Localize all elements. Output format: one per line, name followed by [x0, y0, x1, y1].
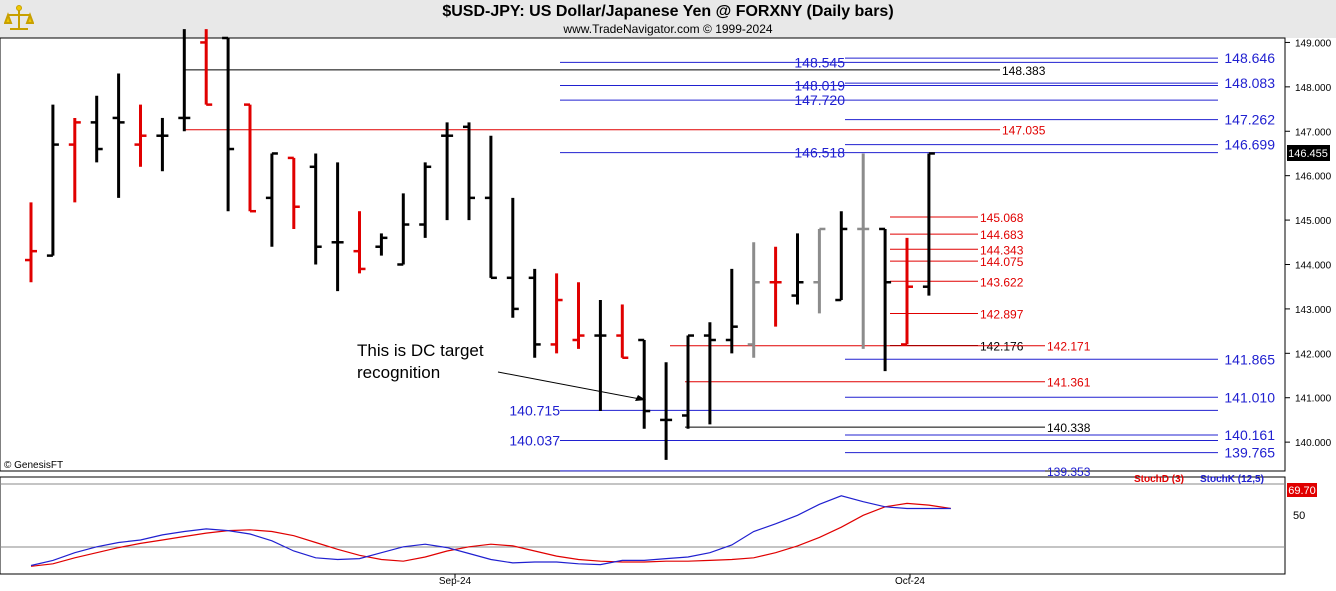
level-label: 141.361 — [1047, 376, 1091, 390]
stochastics-lines — [30, 495, 951, 567]
ohlc-bars — [25, 29, 935, 460]
level-label: 148.383 — [1002, 64, 1046, 78]
price-tick-label: 141.000 — [1295, 394, 1332, 405]
level-label: 139.765 — [1224, 445, 1275, 461]
price-tick-label: 145.000 — [1295, 216, 1332, 227]
level-label: 142.176 — [980, 339, 1024, 353]
x-label-oct: Oct-24 — [895, 576, 925, 587]
level-label: 142.897 — [980, 307, 1024, 321]
level-label: 144.075 — [980, 255, 1024, 269]
level-label: 143.622 — [980, 275, 1024, 289]
stochd-legend: StochD (3) — [1134, 474, 1184, 485]
price-tick-label: 146.000 — [1295, 172, 1332, 183]
annotation-arrow-line — [497, 371, 641, 400]
level-label: 148.545 — [794, 54, 845, 70]
level-label: 147.720 — [794, 92, 845, 108]
level-label: 139.353 — [1047, 465, 1091, 479]
level-label: 140.715 — [509, 402, 560, 418]
level-label: 147.262 — [1224, 112, 1275, 128]
price-tick-label: 147.000 — [1295, 127, 1332, 138]
x-label-sep: Sep-24 — [439, 576, 472, 587]
annotation-arrow-head-icon — [635, 395, 646, 401]
chart-subtitle: www.TradeNavigator.com © 1999-2024 — [563, 22, 773, 36]
price-tick-label: 148.000 — [1295, 83, 1332, 94]
level-label: 145.068 — [980, 211, 1024, 225]
level-label: 148.019 — [794, 78, 845, 94]
level-label: 140.037 — [509, 432, 560, 448]
level-label: 144.683 — [980, 228, 1024, 242]
price-tick-label: 140.000 — [1295, 438, 1332, 449]
level-label: 148.083 — [1224, 75, 1275, 91]
last-price-label: 146.455 — [1288, 148, 1328, 160]
price-tick-label: 143.000 — [1295, 305, 1332, 316]
price-tick-label: 144.000 — [1295, 260, 1332, 271]
level-lines: 148.545 148.646 148.383 148.019 148.083 147.7… — [185, 50, 1275, 479]
level-label: 146.699 — [1224, 137, 1275, 153]
level-label: 140.338 — [1047, 421, 1091, 435]
stoch-last-box — [1287, 483, 1317, 497]
stoch-tick-50: 50 — [1293, 510, 1305, 522]
level-label: 148.646 — [1224, 50, 1275, 66]
stoch-last-value: 69.70 — [1288, 485, 1316, 497]
level-label: 146.518 — [794, 145, 845, 161]
level-label: 142.171 — [1047, 340, 1091, 354]
stoch-panel-frame — [0, 476, 1286, 575]
chart-header — [0, 0, 1336, 38]
price-tick-label: 149.000 — [1295, 38, 1332, 49]
level-label: 144.343 — [980, 243, 1024, 257]
level-label: 141.010 — [1224, 389, 1275, 405]
annotation-line-2: recognition — [357, 363, 440, 382]
stoch-series-line — [30, 495, 951, 567]
price-panel-frame — [0, 37, 1286, 472]
level-label: 140.161 — [1224, 427, 1275, 443]
price-axis: 140.000 141.000 142.000 143.000 144.000 145.0… — [1285, 38, 1332, 449]
level-label: 141.865 — [1224, 351, 1275, 367]
price-tick-label: 142.000 — [1295, 349, 1332, 360]
chart-title: $USD-JPY: US Dollar/Japanese Yen @ FORXN… — [442, 3, 894, 20]
stochk-legend: StochK (12,5) — [1200, 474, 1264, 485]
copyright-label: © GenesisFT — [4, 460, 63, 471]
annotation-line-1: This is DC target — [357, 341, 484, 360]
last-price-box — [1287, 145, 1330, 161]
trader-logo-icon — [3, 3, 35, 33]
stoch-series-line — [30, 502, 951, 567]
level-label: 147.035 — [1002, 124, 1046, 138]
